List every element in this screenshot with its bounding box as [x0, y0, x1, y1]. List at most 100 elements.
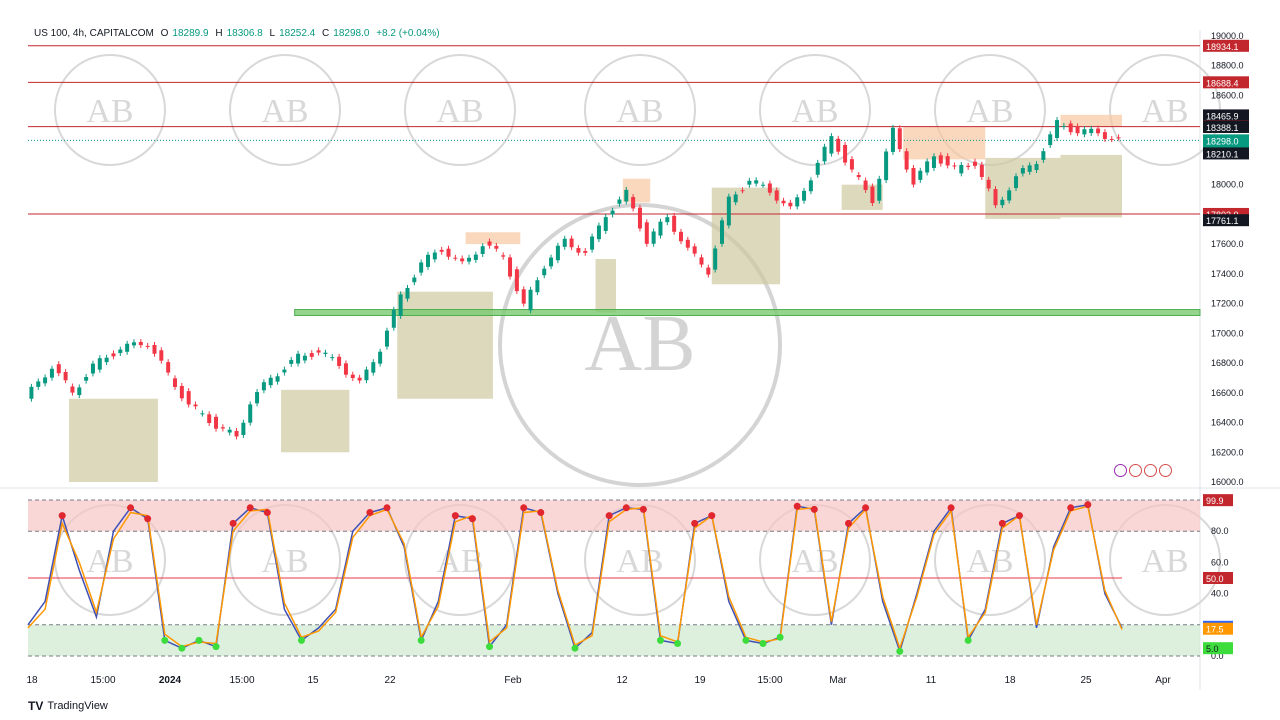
- demand-box: [397, 291, 493, 399]
- low-value: 18252.4: [279, 28, 316, 39]
- stoch-level-label: 50.0: [1206, 574, 1224, 584]
- candle-body: [658, 221, 663, 236]
- candle-body: [774, 190, 779, 201]
- overbought-dot: [58, 512, 66, 520]
- oversold-dot: [486, 643, 494, 651]
- overbought-dot: [639, 505, 647, 513]
- overbought-dot: [520, 504, 528, 512]
- candle-body: [378, 351, 383, 364]
- candle-body: [494, 245, 499, 249]
- candle-body: [624, 189, 629, 202]
- overbought-dot: [691, 519, 699, 527]
- oversold-dot: [571, 644, 579, 652]
- close-label: C: [322, 28, 330, 39]
- y-tick-label: 17600.0: [1211, 239, 1244, 249]
- y-tick-label: 16000.0: [1211, 477, 1244, 487]
- candle-body: [733, 194, 738, 203]
- oversold-dot: [298, 636, 305, 644]
- x-tick-label: 18: [1004, 675, 1016, 686]
- oversold-dot: [195, 636, 203, 644]
- candle-body: [173, 378, 178, 387]
- candle-body: [535, 280, 540, 293]
- stoch-y-tick: 40.0: [1211, 589, 1229, 599]
- flag-icon[interactable]: [1159, 464, 1172, 477]
- candle-body: [419, 262, 424, 273]
- candle-body: [186, 391, 191, 405]
- candle-body: [938, 155, 943, 164]
- candle-body: [706, 267, 711, 275]
- y-tick-label: 18000.0: [1211, 180, 1244, 190]
- lightning-icon[interactable]: [1114, 464, 1127, 477]
- candle-body: [309, 353, 314, 357]
- candle-body: [159, 350, 164, 361]
- demand-box: [280, 389, 350, 453]
- candle-body: [521, 289, 526, 304]
- candle-body: [84, 377, 89, 381]
- candle-body: [644, 222, 649, 244]
- watermark-text: AB: [791, 543, 838, 580]
- candle-body: [726, 196, 731, 226]
- overbought-dot: [383, 504, 391, 512]
- candle-body: [36, 381, 41, 387]
- oversold-dot: [417, 636, 425, 644]
- candle-body: [343, 363, 348, 375]
- candle-body: [268, 377, 273, 386]
- candle-body: [241, 422, 246, 435]
- candle-body: [412, 277, 417, 283]
- candle-body: [316, 350, 321, 353]
- flag-icon[interactable]: [1144, 464, 1157, 477]
- candle-body: [890, 127, 895, 152]
- overbought-dot: [1084, 501, 1092, 509]
- oversold-dot: [674, 640, 682, 648]
- watermark-circle: [229, 54, 341, 166]
- stoch-level-label: 99.9: [1206, 496, 1224, 506]
- oversold-dot: [896, 647, 904, 655]
- overbought-dot: [246, 504, 254, 512]
- candle-body: [993, 189, 998, 206]
- x-tick-label: 15:00: [757, 675, 782, 686]
- candle-body: [610, 210, 615, 215]
- demand-box: [1060, 154, 1122, 218]
- candle-body: [925, 161, 930, 173]
- x-tick-label: Mar: [829, 675, 847, 686]
- demand-box: [595, 259, 617, 313]
- candle-body: [460, 258, 465, 262]
- price-tag: [1203, 120, 1249, 133]
- candle-body: [337, 356, 342, 366]
- stoch-level-label: 17.5: [1206, 625, 1224, 635]
- candle-body: [138, 341, 143, 346]
- overbought-dot: [845, 519, 852, 527]
- event-icons[interactable]: [1114, 464, 1172, 477]
- candle-body: [302, 355, 307, 361]
- candle-body: [754, 180, 759, 184]
- flag-icon[interactable]: [1129, 464, 1142, 477]
- candle-body: [70, 386, 75, 393]
- footer: TV TradingView: [28, 699, 108, 713]
- candle-body: [918, 170, 923, 180]
- candle-body: [637, 207, 642, 229]
- oversold-dot: [742, 636, 750, 644]
- y-tick-label: 16800.0: [1211, 358, 1244, 368]
- candle-body: [1034, 164, 1039, 171]
- demand-box: [841, 184, 883, 210]
- oversold-dot: [178, 644, 186, 652]
- candle-body: [542, 268, 547, 276]
- candle-body: [843, 144, 848, 163]
- candle-body: [398, 294, 403, 316]
- candle-body: [877, 178, 882, 201]
- candle-body: [77, 387, 82, 396]
- y-tick-label: 18600.0: [1211, 90, 1244, 100]
- candle-body: [1055, 120, 1060, 138]
- y-tick-label: 16200.0: [1211, 447, 1244, 457]
- high-value: 18306.8: [226, 28, 263, 39]
- candle-body: [275, 376, 280, 382]
- supply-box: [1060, 114, 1122, 127]
- candle-body: [972, 161, 977, 166]
- candle-body: [672, 215, 677, 232]
- candle-body: [384, 330, 389, 347]
- candle-body: [795, 197, 800, 207]
- oversold-dot: [656, 636, 664, 644]
- candle-body: [234, 430, 239, 437]
- overbought-dot: [127, 504, 135, 512]
